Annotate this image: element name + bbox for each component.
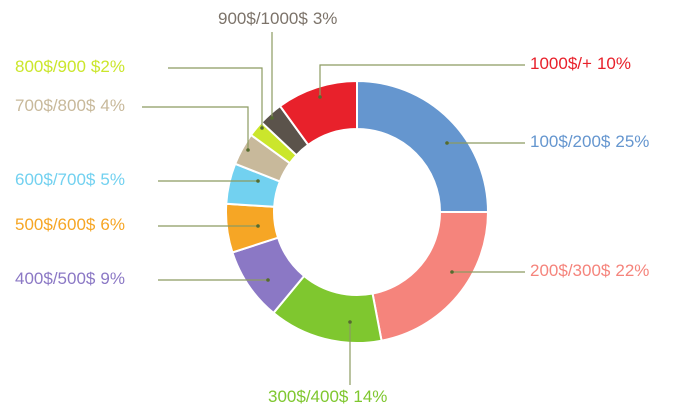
leader-dot [266,278,270,282]
donut-slice [356,79,490,213]
slice-category: 600$/700$ [15,170,96,189]
slice-value-label: 5% [100,170,125,189]
slice-label: 700$/800$ 4% [15,96,125,115]
slice-value-label: 9% [100,269,125,288]
leader-dot [348,320,352,324]
slice-label: 300$/400$ 14% [268,387,387,406]
leader-line [168,67,263,128]
leader-dot [256,179,260,183]
slice-category: 300$/400$ [268,387,349,406]
leader-dot [445,141,449,145]
slice-category: 500$/600$ [15,215,96,234]
slice-label: 400$/500$ 9% [15,269,125,288]
leader-line [142,106,249,150]
slice-category: 400$/500$ [15,269,96,288]
slice-value-label: 25% [615,132,649,151]
slice-label: 800$/900 $2% [15,57,125,76]
slice-category: 1000$/+ [530,54,592,73]
slice-category: 200$/300$ [530,261,611,280]
leader-dot [270,116,274,120]
slice-value-label: 4% [100,96,125,115]
leader-dot [260,126,264,130]
slice-category: 100$/200$ [530,132,611,151]
slice-value-label: 14% [353,387,387,406]
slice-label: 600$/700$ 5% [15,170,125,189]
slice-value-label: 6% [100,215,125,234]
slice-label: 1000$/+ 10% [530,54,631,73]
leader-dot [318,95,322,99]
slice-category: 800$/900 [15,57,86,76]
slice-label: 200$/300$ 22% [530,261,649,280]
slice-value-label: 22% [615,261,649,280]
slice-label: 500$/600$ 6% [15,215,125,234]
donut-slice [371,211,490,342]
slice-value-label: 3% [313,9,338,28]
slice-category: 900$/1000$ [218,9,308,28]
leader-line [319,64,525,97]
leader-dot [450,270,454,274]
slice-value-label: 10% [597,54,631,73]
slice-label: 100$/200$ 25% [530,132,649,151]
donut-slice [278,79,358,147]
leader-dot [246,148,250,152]
slice-category: 700$/800$ [15,96,96,115]
slice-label: 900$/1000$ 3% [218,9,337,28]
slice-value-label: $2% [91,57,125,76]
leader-dot [256,224,260,228]
